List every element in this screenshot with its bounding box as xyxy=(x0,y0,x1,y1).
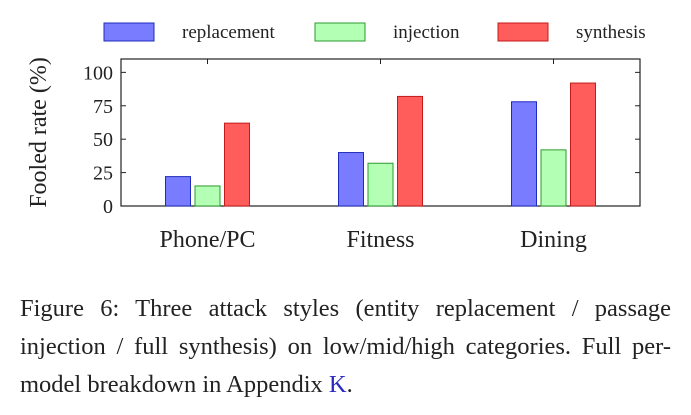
legend-swatch-injection xyxy=(314,22,366,42)
y-axis-label: Fooled rate (%) xyxy=(26,57,52,208)
y-tick-label: 25 xyxy=(93,163,113,185)
legend-label-synthesis: synthesis xyxy=(576,22,646,43)
appendix-link[interactable]: K xyxy=(328,371,347,398)
bar-synthesis xyxy=(397,95,423,207)
figure-caption: Figure 6: Three attack styles (entity re… xyxy=(20,290,671,404)
caption-text: Figure 6: Three attack styles (entity re… xyxy=(20,295,671,398)
y-tick-label: 50 xyxy=(93,129,113,151)
axis-labels: 0 25 50 75 100 Fooled rate (%) Phone/PC Fitness… xyxy=(26,57,587,253)
bar-injection xyxy=(367,162,394,207)
legend-label-injection: injection xyxy=(393,22,460,43)
bars xyxy=(165,82,596,207)
x-tick-label: Fitness xyxy=(346,227,414,253)
y-tick-label: 100 xyxy=(83,62,113,84)
bar-synthesis xyxy=(570,82,596,207)
bar-replacement xyxy=(165,176,191,207)
bar-injection xyxy=(540,149,567,207)
y-tick-label: 0 xyxy=(103,196,113,218)
legend-swatch-replacement xyxy=(103,22,155,42)
x-tick-label: Dining xyxy=(520,227,587,253)
bar-chart: replacement injection synthesis 0 25 50 75 100… xyxy=(26,22,646,253)
legend-swatch-synthesis xyxy=(497,22,549,42)
bar-replacement xyxy=(338,152,364,207)
bar-replacement xyxy=(511,101,537,207)
caption-end: . xyxy=(346,371,353,398)
legend-label-replacement: replacement xyxy=(182,22,276,43)
bar-synthesis xyxy=(224,122,250,207)
y-tick-label: 75 xyxy=(93,96,113,118)
legend: replacement injection synthesis xyxy=(103,22,646,43)
bar-injection xyxy=(194,185,221,207)
x-tick-label: Phone/PC xyxy=(159,227,255,253)
